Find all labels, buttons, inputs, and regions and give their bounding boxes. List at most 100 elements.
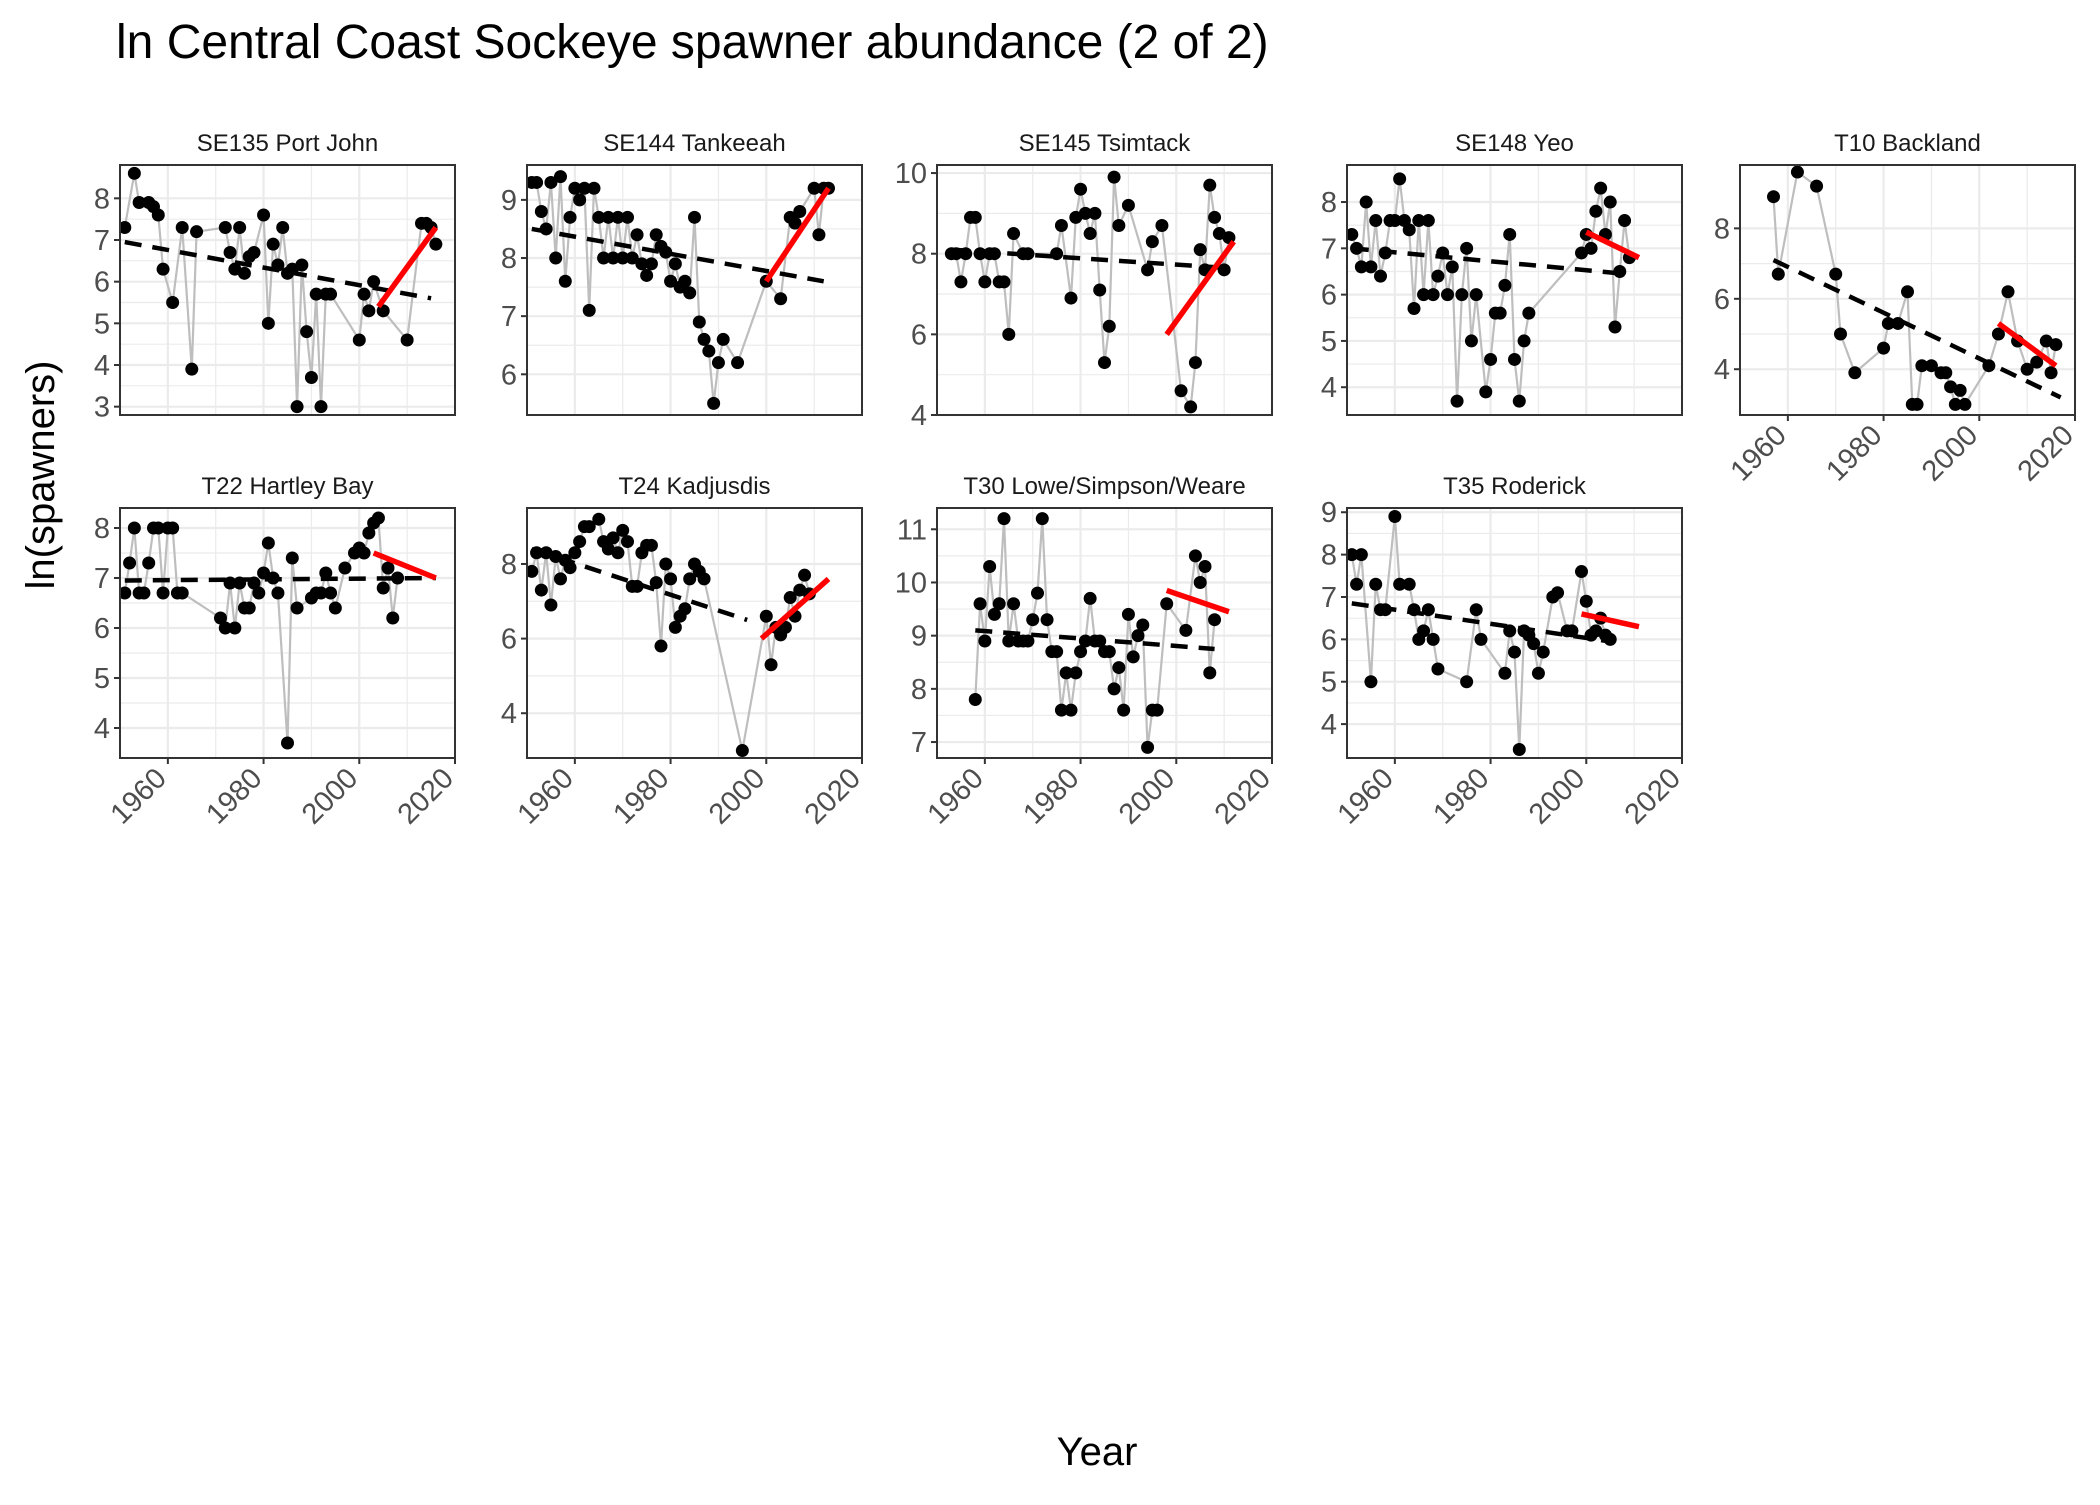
recent-trend-line	[1585, 229, 1641, 261]
data-point	[1007, 597, 1021, 611]
y-tick-label: 10	[895, 158, 927, 190]
data-point	[1958, 397, 1972, 411]
data-point	[668, 257, 682, 271]
y-tick-label: 5	[94, 308, 110, 340]
data-point	[362, 304, 376, 318]
data-point	[281, 736, 294, 750]
data-point	[664, 572, 678, 586]
data-point	[223, 576, 237, 590]
data-point	[959, 247, 973, 261]
data-point	[621, 210, 634, 224]
data-point	[2020, 362, 2034, 376]
data-point	[1064, 291, 1078, 305]
data-point	[635, 257, 649, 271]
data-point	[793, 205, 807, 219]
data-point	[1915, 359, 1929, 373]
data-point	[261, 316, 275, 330]
data-point	[357, 287, 371, 301]
data-point	[539, 222, 553, 236]
data-point	[1455, 288, 1469, 302]
panel-border	[526, 164, 863, 416]
y-tick-label: 6	[1321, 280, 1337, 312]
data-point	[1594, 181, 1608, 195]
data-point	[429, 237, 443, 251]
data-point	[1040, 613, 1054, 627]
data-point	[1160, 597, 1174, 611]
data-point	[692, 315, 706, 329]
panel: SE148 Yeo 4 5 6 7 8	[1321, 130, 1684, 416]
data-point	[1364, 675, 1378, 689]
data-point	[992, 597, 1006, 611]
data-point	[223, 246, 237, 259]
data-point	[1474, 632, 1488, 646]
data-point	[185, 362, 199, 376]
data-point	[1188, 356, 1202, 370]
data-point	[563, 210, 577, 224]
y-tick-label: 4	[501, 698, 517, 730]
data-point	[1031, 586, 1044, 600]
data-point	[1035, 512, 1049, 526]
data-point	[1359, 195, 1373, 209]
data-point	[640, 268, 654, 282]
data-point	[654, 639, 668, 653]
recent-trend-line	[1996, 321, 2058, 368]
data-point	[1910, 397, 1924, 411]
data-point	[1007, 227, 1021, 241]
data-point	[1150, 703, 1164, 717]
data-point	[649, 228, 663, 242]
recent-trend-line	[759, 576, 831, 641]
data-point	[1848, 366, 1862, 380]
y-tick-label: 8	[94, 513, 110, 545]
data-point	[1522, 306, 1536, 320]
y-tick-label: 6	[1321, 624, 1337, 656]
data-point	[1174, 384, 1188, 398]
data-point	[949, 247, 963, 261]
data-point	[978, 275, 992, 289]
data-point	[1102, 319, 1116, 333]
data-point	[683, 286, 697, 300]
data-point	[120, 221, 132, 234]
y-tick-label: 6	[501, 624, 517, 656]
data-point	[1426, 632, 1440, 646]
data-point	[707, 396, 721, 410]
data-point	[376, 581, 390, 595]
data-point	[1469, 603, 1483, 617]
data-point	[1074, 182, 1088, 196]
data-point	[1203, 666, 1217, 680]
data-point	[1407, 603, 1421, 617]
data-point	[309, 287, 323, 301]
data-point	[1407, 302, 1421, 316]
y-tick-label: 5	[94, 663, 110, 695]
y-tick-label: 4	[1321, 709, 1337, 741]
data-point	[1441, 288, 1454, 302]
data-point	[1498, 278, 1512, 292]
data-point	[2044, 366, 2058, 380]
data-point	[228, 621, 242, 635]
data-point	[1493, 306, 1507, 320]
data-point	[132, 196, 146, 209]
data-point	[190, 225, 204, 239]
data-point	[386, 611, 400, 625]
y-tick-label: 4	[94, 350, 110, 382]
data-point	[237, 266, 251, 280]
y-tick-label: 3	[94, 392, 110, 424]
data-point	[357, 546, 371, 560]
data-point	[1184, 400, 1198, 414]
recent-trend-line	[1164, 240, 1236, 336]
data-point	[1508, 645, 1521, 659]
data-point	[606, 251, 620, 265]
data-point	[166, 296, 180, 309]
data-point	[1198, 560, 1212, 574]
data-point	[592, 512, 606, 526]
data-point	[257, 566, 271, 580]
data-point	[1054, 703, 1068, 717]
data-point	[968, 692, 982, 706]
y-tick-label: 11	[897, 514, 927, 546]
y-tick-label: 7	[911, 727, 927, 759]
panel: SE144 Tankeeah 6 7 8 9	[501, 130, 864, 416]
panel-strip-label: SE144 Tankeeah	[603, 130, 785, 157]
data-point	[616, 523, 630, 537]
data-point	[1112, 661, 1126, 675]
